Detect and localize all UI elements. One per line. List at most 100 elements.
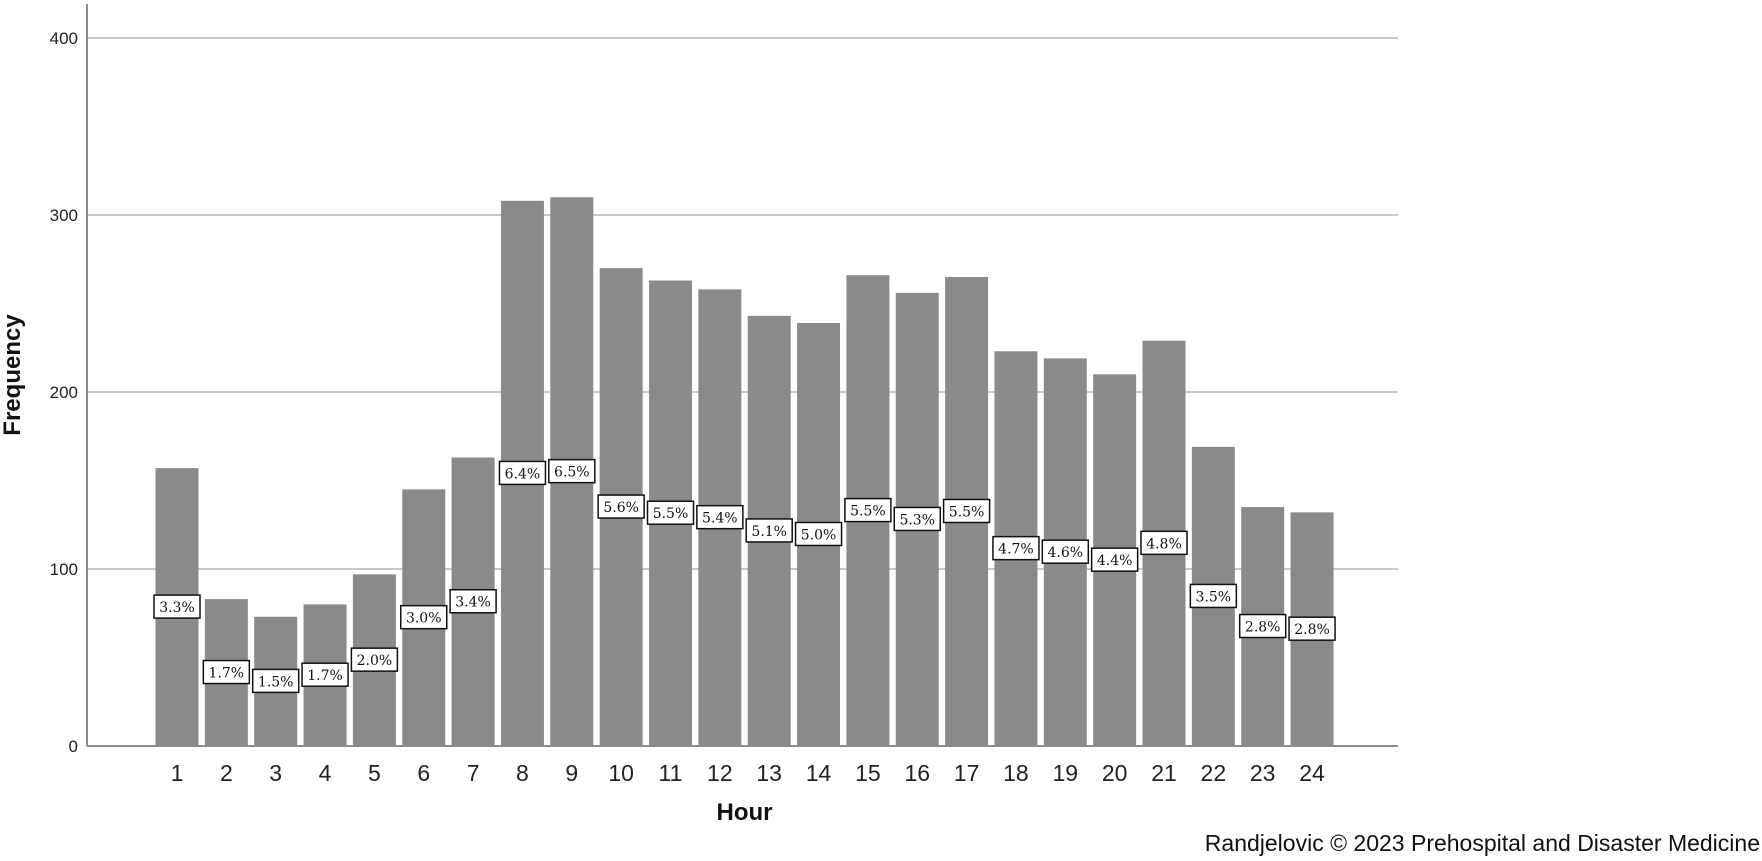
data-label-box: [350, 647, 399, 672]
x-tick-label: 4: [319, 760, 332, 786]
data-label-text: 1.7%: [209, 666, 245, 682]
y-tick-label: 100: [50, 560, 78, 579]
data-label-text: 2.0%: [357, 653, 393, 669]
x-tick-label: 1: [171, 760, 184, 786]
data-label-box: [1140, 530, 1188, 556]
data-labels: 3.3% 1.7% 1.5% 1.7% 2.0% 3.0% 3.4% 6.4% 6.5% 5.6%…: [153, 458, 1336, 694]
x-tick-label: 14: [806, 760, 832, 786]
data-label-box: [400, 604, 448, 630]
data-label-text: 5.5%: [949, 504, 985, 520]
x-tick-label: 17: [954, 760, 980, 786]
data-label-hour-16: 5.3%: [893, 506, 941, 532]
data-label-text: 1.5%: [258, 674, 294, 690]
data-label-text: 2.8%: [1294, 622, 1330, 638]
data-label-hour-5: 2.0%: [350, 647, 399, 672]
data-label-hour-19: 4.6%: [1041, 539, 1090, 564]
data-label-box: [301, 662, 349, 687]
copyright-credit: Randjelovic © 2023 Prehospital and Disas…: [1204, 830, 1760, 856]
x-tick-label: 21: [1151, 760, 1177, 786]
data-label-hour-4: 1.7%: [301, 662, 349, 687]
y-axis-title: Frequency: [0, 314, 26, 436]
data-label-hour-22: 3.5%: [1189, 583, 1238, 609]
data-label-hour-23: 2.8%: [1238, 613, 1287, 639]
x-tick-label: 16: [904, 760, 930, 786]
data-label-box: [153, 594, 201, 619]
y-tick-label: 0: [69, 737, 78, 756]
x-tick-label: 3: [269, 760, 282, 786]
data-label-box: [597, 494, 645, 519]
y-tick-label: 300: [50, 206, 78, 225]
x-tick-label: 15: [855, 760, 881, 786]
x-tick-label: 5: [368, 760, 381, 786]
y-tick-label: 200: [50, 383, 78, 402]
x-tick-label: 10: [608, 760, 634, 786]
data-label-text: 6.4%: [505, 466, 541, 482]
data-label-hour-12: 5.4%: [696, 504, 744, 530]
data-label-text: 3.3%: [159, 600, 195, 616]
x-axis-title: Hour: [717, 799, 773, 826]
data-label-hour-15: 5.5%: [844, 497, 892, 523]
data-label-text: 3.0%: [406, 611, 442, 627]
data-label-box: [251, 668, 300, 694]
data-label-text: 5.4%: [702, 511, 738, 527]
data-label-hour-8: 6.4%: [498, 460, 547, 486]
data-label-box: [1041, 539, 1090, 564]
y-tick-label: 400: [50, 29, 78, 48]
x-tick-label: 13: [756, 760, 782, 786]
data-label-hour-2: 1.7%: [202, 659, 251, 685]
x-tick-label: 7: [467, 760, 480, 786]
data-label-hour-24: 2.8%: [1288, 616, 1336, 641]
x-tick-label: 22: [1201, 760, 1227, 786]
x-tick-label: 24: [1299, 760, 1325, 786]
data-label-hour-10: 5.6%: [597, 494, 645, 519]
data-label-hour-21: 4.8%: [1140, 530, 1188, 556]
data-label-box: [992, 535, 1040, 561]
data-label-text: 4.7%: [998, 542, 1034, 558]
x-tick-label: 6: [417, 760, 430, 786]
data-label-text: 5.5%: [850, 504, 886, 520]
data-label-text: 5.0%: [801, 527, 837, 543]
data-label-box: [1238, 613, 1287, 639]
data-label-box: [1090, 547, 1139, 572]
data-label-text: 3.5%: [1196, 589, 1232, 605]
data-label-box: [646, 500, 695, 525]
data-label-text: 3.4%: [455, 595, 491, 611]
data-label-box: [942, 498, 991, 524]
data-label-hour-18: 4.7%: [992, 535, 1040, 561]
data-label-text: 5.1%: [751, 524, 787, 540]
data-label-hour-3: 1.5%: [251, 668, 300, 694]
data-label-text: 5.5%: [653, 506, 689, 522]
data-label-box: [202, 659, 251, 685]
x-tick-label: 2: [220, 760, 233, 786]
data-label-hour-9: 6.5%: [548, 458, 596, 484]
x-tick-label: 18: [1003, 760, 1029, 786]
x-tick-label: 9: [565, 760, 578, 786]
data-label-hour-17: 5.5%: [942, 498, 991, 524]
data-label-text: 5.3%: [899, 512, 935, 528]
x-tick-label: 20: [1102, 760, 1128, 786]
data-label-text: 4.8%: [1146, 536, 1182, 552]
data-label-hour-11: 5.5%: [646, 500, 695, 525]
x-tick-label: 8: [516, 760, 529, 786]
data-label-hour-13: 5.1%: [745, 518, 793, 543]
data-label-hour-20: 4.4%: [1090, 547, 1139, 572]
data-label-text: 4.4%: [1097, 553, 1133, 569]
data-label-hour-7: 3.4%: [449, 588, 497, 614]
data-label-box: [548, 458, 596, 484]
data-label-hour-1: 3.3%: [153, 594, 201, 619]
data-label-text: 6.5%: [554, 465, 590, 481]
data-label-box: [745, 518, 793, 543]
data-label-hour-14: 5.0%: [794, 521, 843, 547]
data-label-box: [844, 497, 892, 523]
data-label-box: [794, 521, 843, 547]
x-tick-label: 12: [707, 760, 733, 786]
data-label-hour-6: 3.0%: [400, 604, 448, 630]
x-tick-label: 19: [1053, 760, 1079, 786]
x-tick-label: 11: [659, 760, 683, 786]
data-label-box: [696, 504, 744, 530]
data-label-text: 2.8%: [1245, 620, 1281, 636]
data-label-text: 5.6%: [603, 500, 639, 516]
data-label-box: [893, 506, 941, 532]
